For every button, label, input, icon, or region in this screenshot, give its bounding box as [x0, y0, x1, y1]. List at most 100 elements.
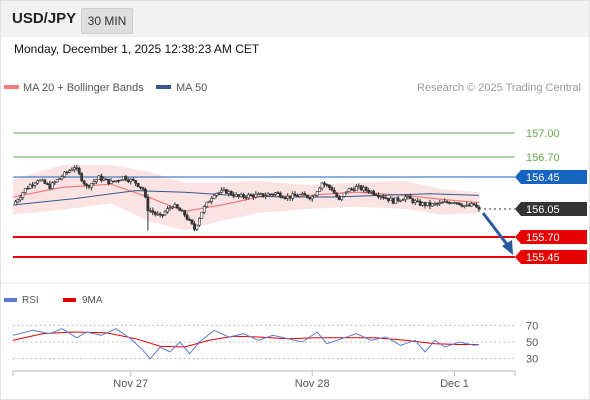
candle-body — [14, 201, 17, 206]
candle-body — [327, 184, 331, 188]
candle-body — [21, 192, 25, 198]
candle-body — [381, 196, 385, 199]
candle-body — [75, 167, 79, 170]
candle-body — [269, 193, 272, 196]
candle-body — [335, 192, 339, 198]
candlesticks — [14, 164, 481, 232]
candle-body — [372, 190, 375, 195]
candle-body — [175, 204, 179, 209]
candle-body — [303, 193, 307, 196]
candle-body — [354, 186, 358, 191]
rsi-panel: 70 50 30 — [12, 320, 538, 366]
candle-body — [210, 198, 214, 202]
candle-body — [396, 197, 400, 202]
rsi-legend: RSI 9MA — [4, 295, 103, 306]
candle-body — [416, 200, 420, 203]
candle-body — [104, 178, 108, 181]
candle-body — [291, 193, 295, 199]
candle-body — [401, 199, 405, 202]
candle-body — [455, 202, 459, 204]
candle-body — [97, 175, 101, 181]
candle-body — [418, 200, 422, 206]
candle-body — [342, 192, 346, 197]
candle-body — [148, 210, 152, 212]
candle-body — [234, 194, 238, 197]
candle-body — [421, 202, 424, 206]
level-label-box — [515, 250, 587, 264]
candle-body — [411, 198, 415, 203]
candle-body — [70, 169, 74, 172]
candle-body — [227, 191, 231, 194]
timeframe-button[interactable]: 30 MIN — [81, 8, 133, 34]
candle-body — [136, 182, 140, 188]
candle-body — [112, 180, 115, 183]
candle-body — [102, 178, 106, 181]
candle-body — [320, 182, 324, 189]
candle-body — [391, 197, 395, 204]
candle-body — [301, 193, 304, 196]
candle-body — [195, 224, 199, 230]
forecast-arrow-head — [502, 240, 513, 255]
level-label-text: 156.70 — [526, 152, 560, 164]
candle-body — [119, 179, 123, 182]
candle-body — [261, 193, 265, 197]
candle-body — [345, 191, 348, 194]
candle-body — [332, 189, 336, 194]
candle-body — [212, 194, 216, 199]
candle-body — [310, 196, 314, 200]
candle-body — [386, 197, 390, 201]
candle-body — [457, 202, 461, 206]
candle-body — [202, 206, 206, 213]
candle-body — [379, 196, 383, 198]
candle-body — [315, 191, 319, 196]
rsi-legend-swatch — [4, 298, 17, 302]
candle-body — [347, 188, 351, 192]
candle-body — [48, 183, 52, 189]
candle-body — [134, 180, 138, 184]
candle-body — [23, 187, 27, 193]
ma50-legend-swatch — [156, 85, 171, 89]
candle-body — [168, 207, 172, 209]
candle-body — [77, 168, 81, 174]
candle-body — [399, 200, 402, 202]
candle-body — [45, 183, 49, 185]
rsi-line — [12, 328, 480, 360]
candle-body — [413, 200, 417, 203]
candle-body — [384, 197, 388, 200]
candle-body — [99, 175, 103, 181]
candle-body — [232, 194, 236, 197]
candle-body — [389, 197, 393, 201]
candle-body — [31, 184, 35, 187]
candle-body — [440, 202, 444, 204]
candle-body — [467, 204, 471, 207]
candle-body — [256, 193, 260, 195]
candle-body — [109, 180, 113, 184]
time-axis: Nov 27 Nov 28 Dec 1 — [12, 370, 516, 390]
candle-body — [229, 191, 233, 196]
level-label-text: 157.00 — [526, 128, 560, 140]
candle-body — [129, 178, 133, 182]
candle-body — [153, 212, 157, 215]
candle-body — [124, 176, 128, 181]
rsi-tick-label: 50 — [526, 337, 538, 349]
candle-body — [121, 176, 125, 181]
forecast-arrow-shaft — [481, 212, 511, 248]
candle-body — [251, 194, 255, 198]
candle-body — [43, 179, 47, 184]
candle-body — [423, 202, 427, 206]
candle-body — [183, 210, 187, 216]
candle-body — [435, 203, 439, 205]
candle-body — [28, 184, 32, 189]
level-label-text: 156.05 — [526, 204, 560, 216]
candle-body — [36, 180, 39, 184]
candle-body — [264, 195, 268, 197]
rsi-ma-line — [12, 331, 479, 348]
candle-body — [369, 190, 373, 193]
candle-body — [318, 187, 321, 192]
candle-body — [286, 195, 290, 199]
candle-body — [362, 187, 366, 191]
candle-body — [200, 211, 204, 219]
time-axis-label: Nov 27 — [113, 378, 148, 390]
candle-body — [16, 199, 20, 203]
